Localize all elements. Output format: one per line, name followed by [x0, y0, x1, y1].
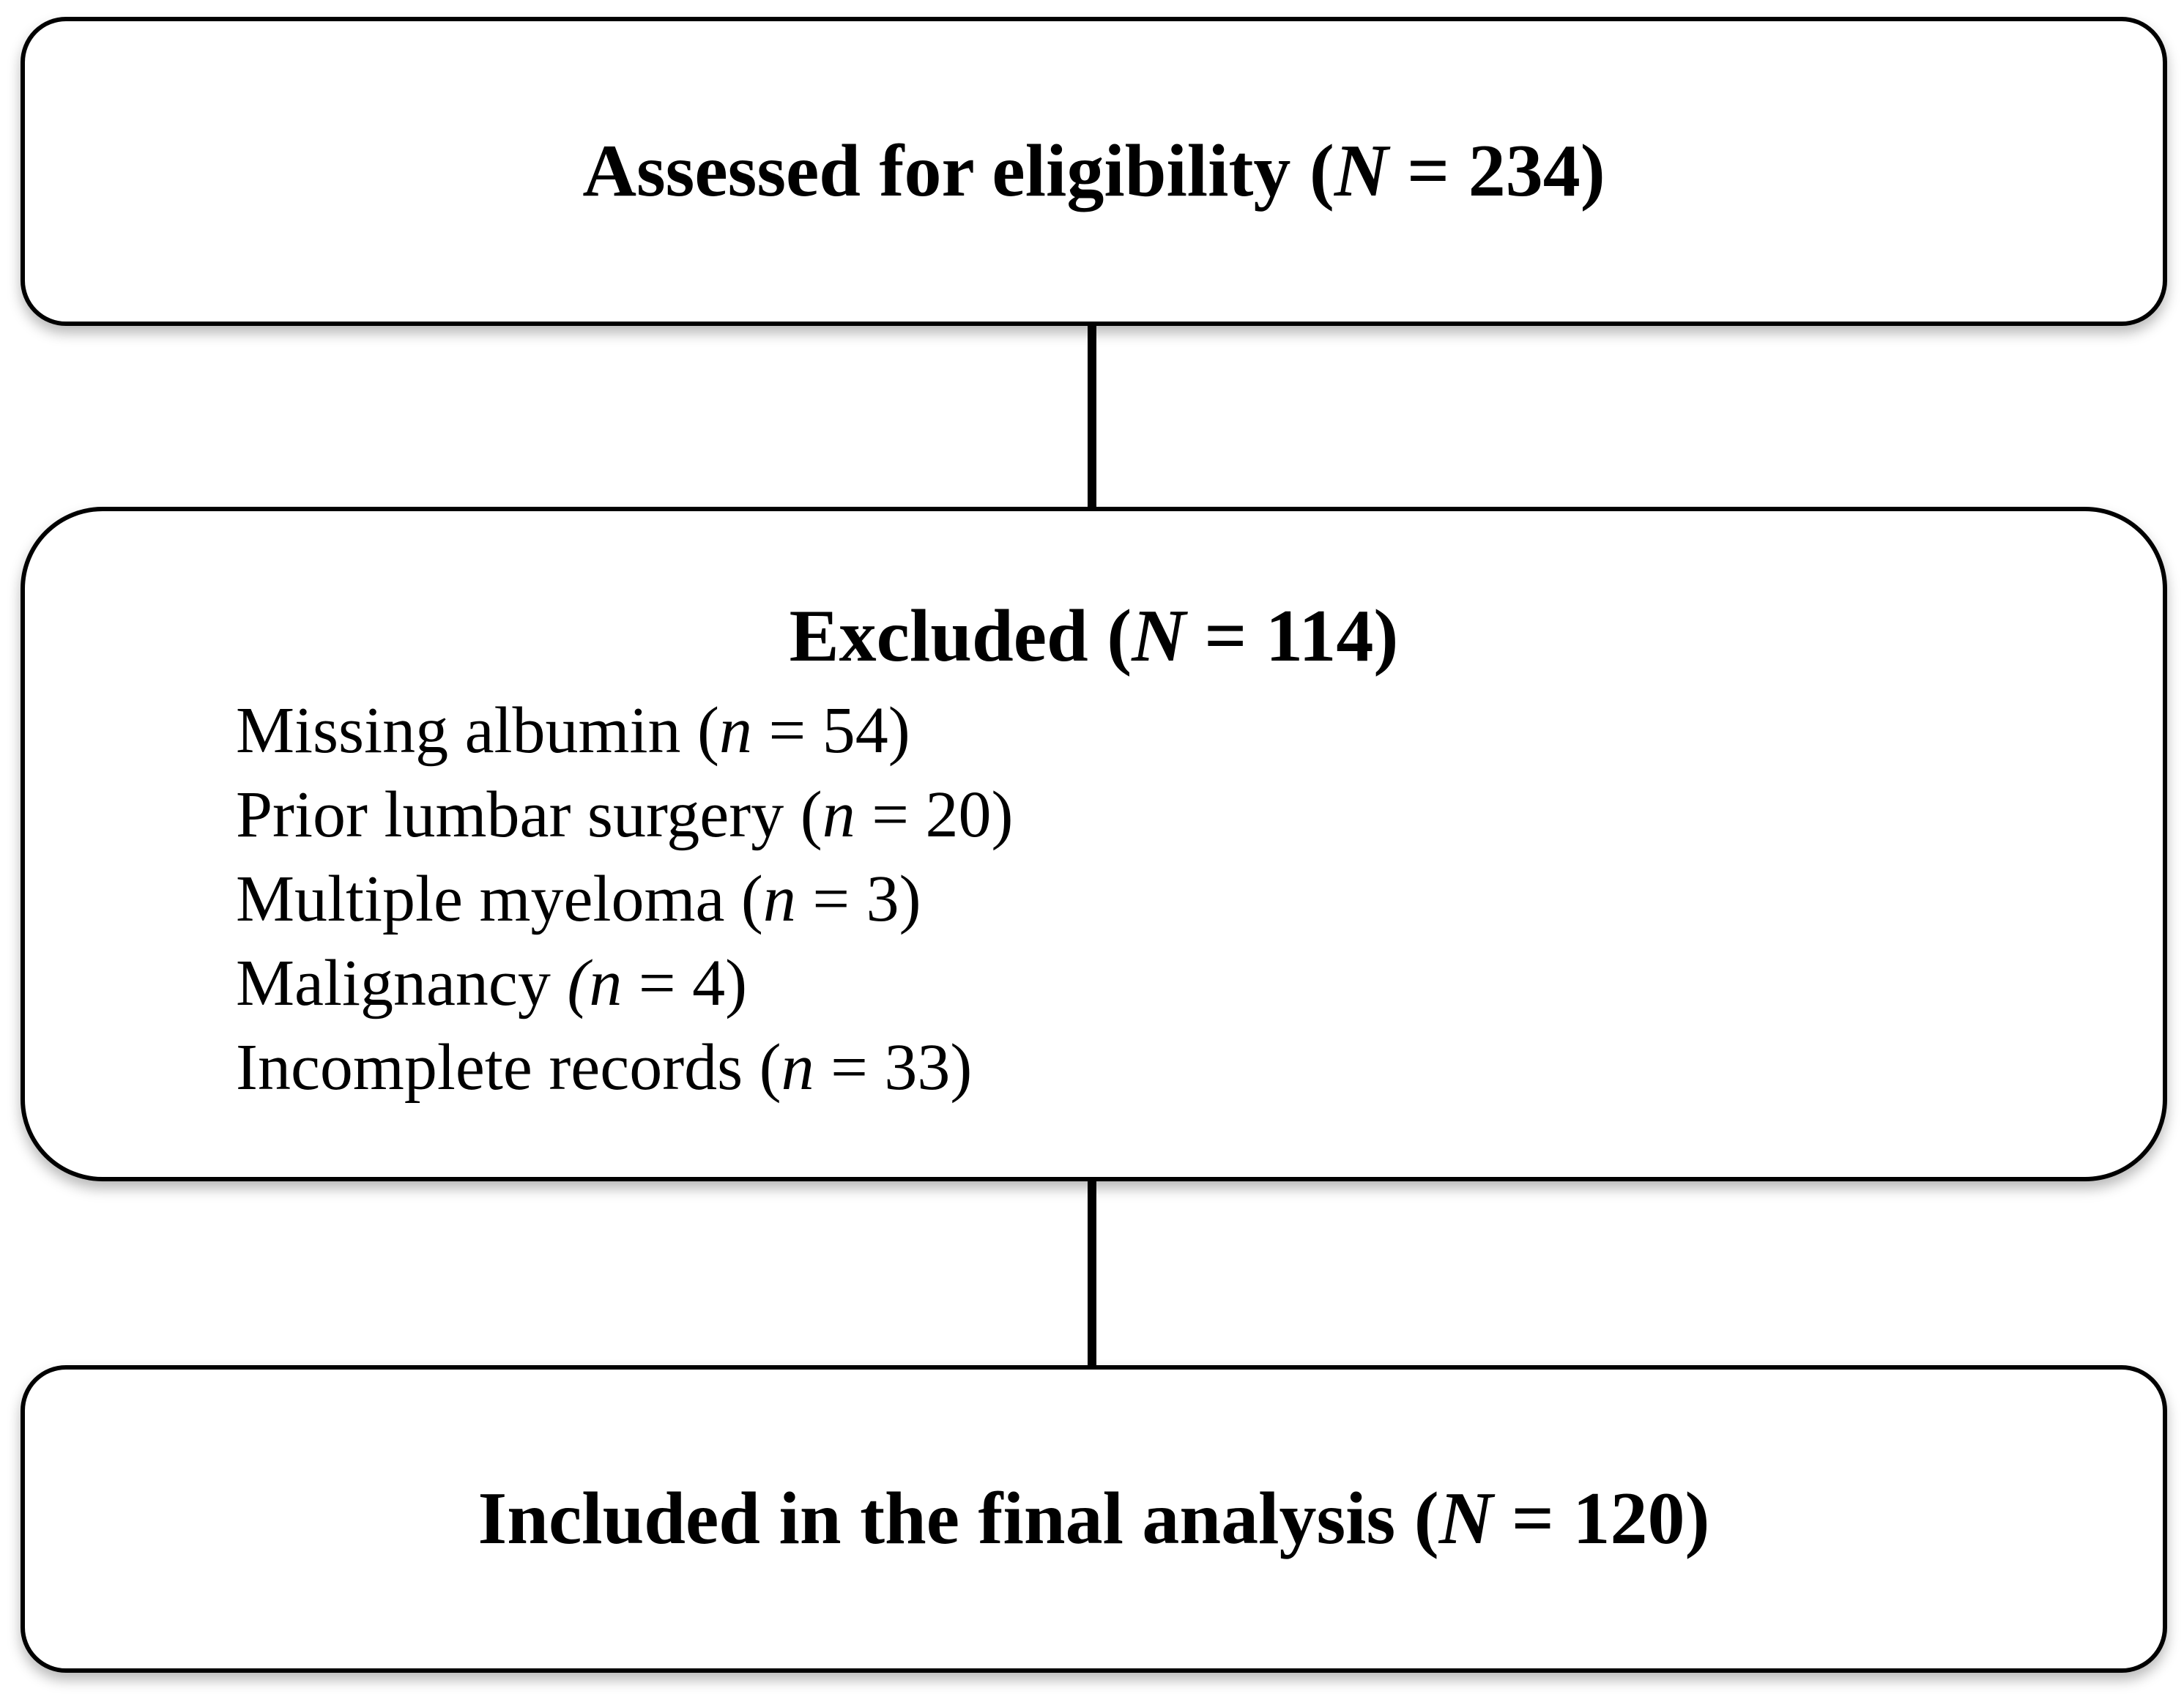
exclusion-reasons-list: Missing albumin (n = 54) Prior lumbar su… — [25, 688, 2163, 1110]
excluded-box: Excluded (N = 114) Missing albumin (n = … — [21, 507, 2167, 1181]
exclusion-reason-prior-lumbar-surgery: Prior lumbar surgery (n = 20) — [236, 779, 1014, 852]
exclusion-reason-multiple-myeloma: Multiple myeloma (n = 3) — [236, 863, 921, 936]
excluded-heading: Excluded (N = 114) — [789, 595, 1399, 677]
exclusion-reason-missing-albumin: Missing albumin (n = 54) — [236, 694, 910, 768]
connector-excluded-to-included — [1088, 1180, 1096, 1369]
assessed-heading: Assessed for eligibility (N = 234) — [582, 129, 1605, 212]
assessed-box: Assessed for eligibility (N = 234) — [21, 17, 2167, 326]
exclusion-reason-incomplete-records: Incomplete records (n = 33) — [236, 1031, 973, 1104]
exclusion-reason-malignancy: Malignancy (n = 4) — [236, 947, 748, 1020]
included-heading: Included in the final analysis (N = 120) — [478, 1476, 1710, 1560]
included-box: Included in the final analysis (N = 120) — [21, 1365, 2167, 1673]
connector-assessed-to-excluded — [1088, 324, 1096, 509]
